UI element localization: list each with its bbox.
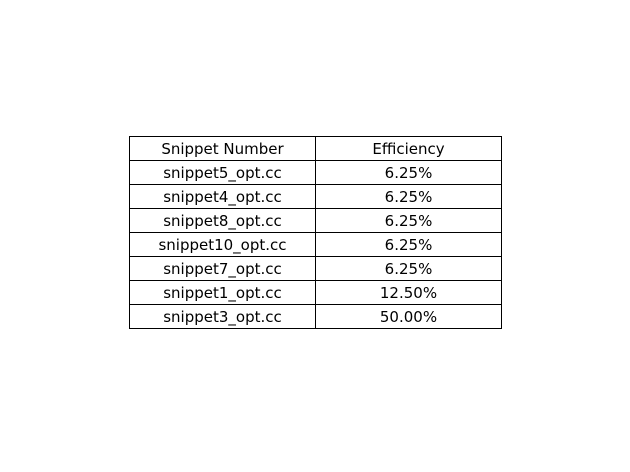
header-row: Snippet Number Efficiency	[129, 136, 502, 161]
snippet-cell: snippet8_opt.cc	[129, 208, 316, 233]
column-header-efficiency: Efficiency	[315, 136, 502, 161]
efficiency-cell: 6.25%	[315, 160, 502, 185]
table-row: snippet1_opt.cc 12.50%	[129, 280, 502, 305]
table-row: snippet5_opt.cc 6.25%	[129, 160, 502, 185]
table-row: snippet3_opt.cc 50.00%	[129, 304, 502, 329]
table-row: snippet10_opt.cc 6.25%	[129, 232, 502, 257]
efficiency-cell: 50.00%	[315, 304, 502, 329]
efficiency-cell: 12.50%	[315, 280, 502, 305]
table-row: snippet7_opt.cc 6.25%	[129, 256, 502, 281]
snippet-cell: snippet5_opt.cc	[129, 160, 316, 185]
snippet-cell: snippet3_opt.cc	[129, 304, 316, 329]
efficiency-cell: 6.25%	[315, 184, 502, 209]
efficiency-cell: 6.25%	[315, 208, 502, 233]
snippet-cell: snippet7_opt.cc	[129, 256, 316, 281]
efficiency-cell: 6.25%	[315, 256, 502, 281]
efficiency-cell: 6.25%	[315, 232, 502, 257]
efficiency-table: Snippet Number Efficiency snippet5_opt.c…	[129, 136, 502, 329]
table-row: snippet8_opt.cc 6.25%	[129, 208, 502, 233]
snippet-cell: snippet10_opt.cc	[129, 232, 316, 257]
snippet-cell: snippet4_opt.cc	[129, 184, 316, 209]
column-header-snippet-number: Snippet Number	[129, 136, 316, 161]
table-row: snippet4_opt.cc 6.25%	[129, 184, 502, 209]
snippet-cell: snippet1_opt.cc	[129, 280, 316, 305]
